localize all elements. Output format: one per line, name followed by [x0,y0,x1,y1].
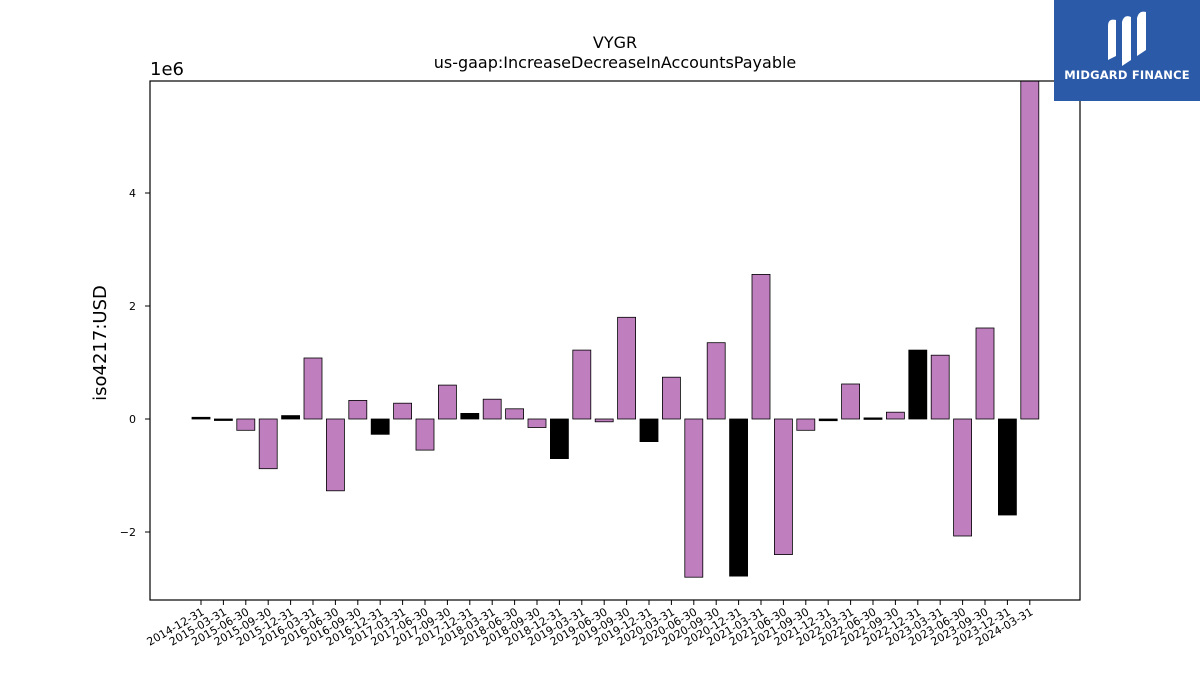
bar-2020-06-30 [684,418,704,578]
bar-2020-09-30 [706,342,726,420]
bar-2018-03-31 [482,398,502,420]
bar-2019-09-30 [617,316,636,420]
plot-frame [149,80,1081,601]
bar-2018-06-30 [505,408,525,420]
y-offset-label: 1e6 [150,59,184,80]
bar-2019-12-31 [639,418,659,443]
bar-2018-09-30 [527,418,547,428]
bar-2014-12-31 [191,416,211,420]
bar-2021-03-31 [751,273,771,420]
midgard-finance-logo: MIDGARD FINANCE [1054,0,1200,101]
bar-2021-12-31 [818,418,838,422]
y-tick-label: −2 [120,526,136,539]
bar-2024-03-31 [1020,80,1040,420]
bar-2022-06-30 [863,417,883,420]
chart-subtitle: us-gaap:IncreaseDecreaseInAccountsPayabl… [434,53,797,72]
bar-2016-03-31 [303,357,323,420]
bar-2023-09-30 [975,327,995,420]
bar-2019-06-30 [594,418,614,423]
bar-2017-09-30 [437,384,457,420]
bar-2023-03-31 [930,354,950,420]
bar-2022-12-31 [908,349,928,420]
bar-2015-03-31 [213,418,233,421]
bar-2016-09-30 [348,399,368,420]
bar-2015-12-31 [281,415,301,420]
bar-2017-03-31 [393,402,413,420]
bar-2019-03-31 [572,349,592,420]
bar-2016-06-30 [325,418,345,492]
midgard-logo-icon [1108,11,1146,67]
bar-2020-12-31 [729,418,748,577]
bar-2021-09-30 [796,418,816,431]
logo-text: MIDGARD FINANCE [1064,68,1190,82]
bar-2015-09-30 [258,418,278,470]
bar-2023-12-31 [998,418,1017,516]
bar-2017-06-30 [415,418,435,451]
bar-2016-12-31 [370,418,390,435]
bar-2020-03-31 [662,376,681,420]
y-tick-label: 0 [129,413,136,426]
bar-2022-09-30 [886,411,905,420]
bar-2015-06-30 [236,418,256,431]
y-tick-label: 2 [129,300,136,313]
y-tick-label: 4 [129,187,136,200]
bar-2021-06-30 [774,418,793,556]
bar-2023-06-30 [953,418,972,537]
chart-title: VYGR [593,33,637,52]
bar-2018-12-31 [550,418,569,459]
y-axis-label: iso4217:USD [90,285,111,401]
bar-2022-03-31 [841,383,860,420]
bar-2017-12-31 [460,412,480,420]
